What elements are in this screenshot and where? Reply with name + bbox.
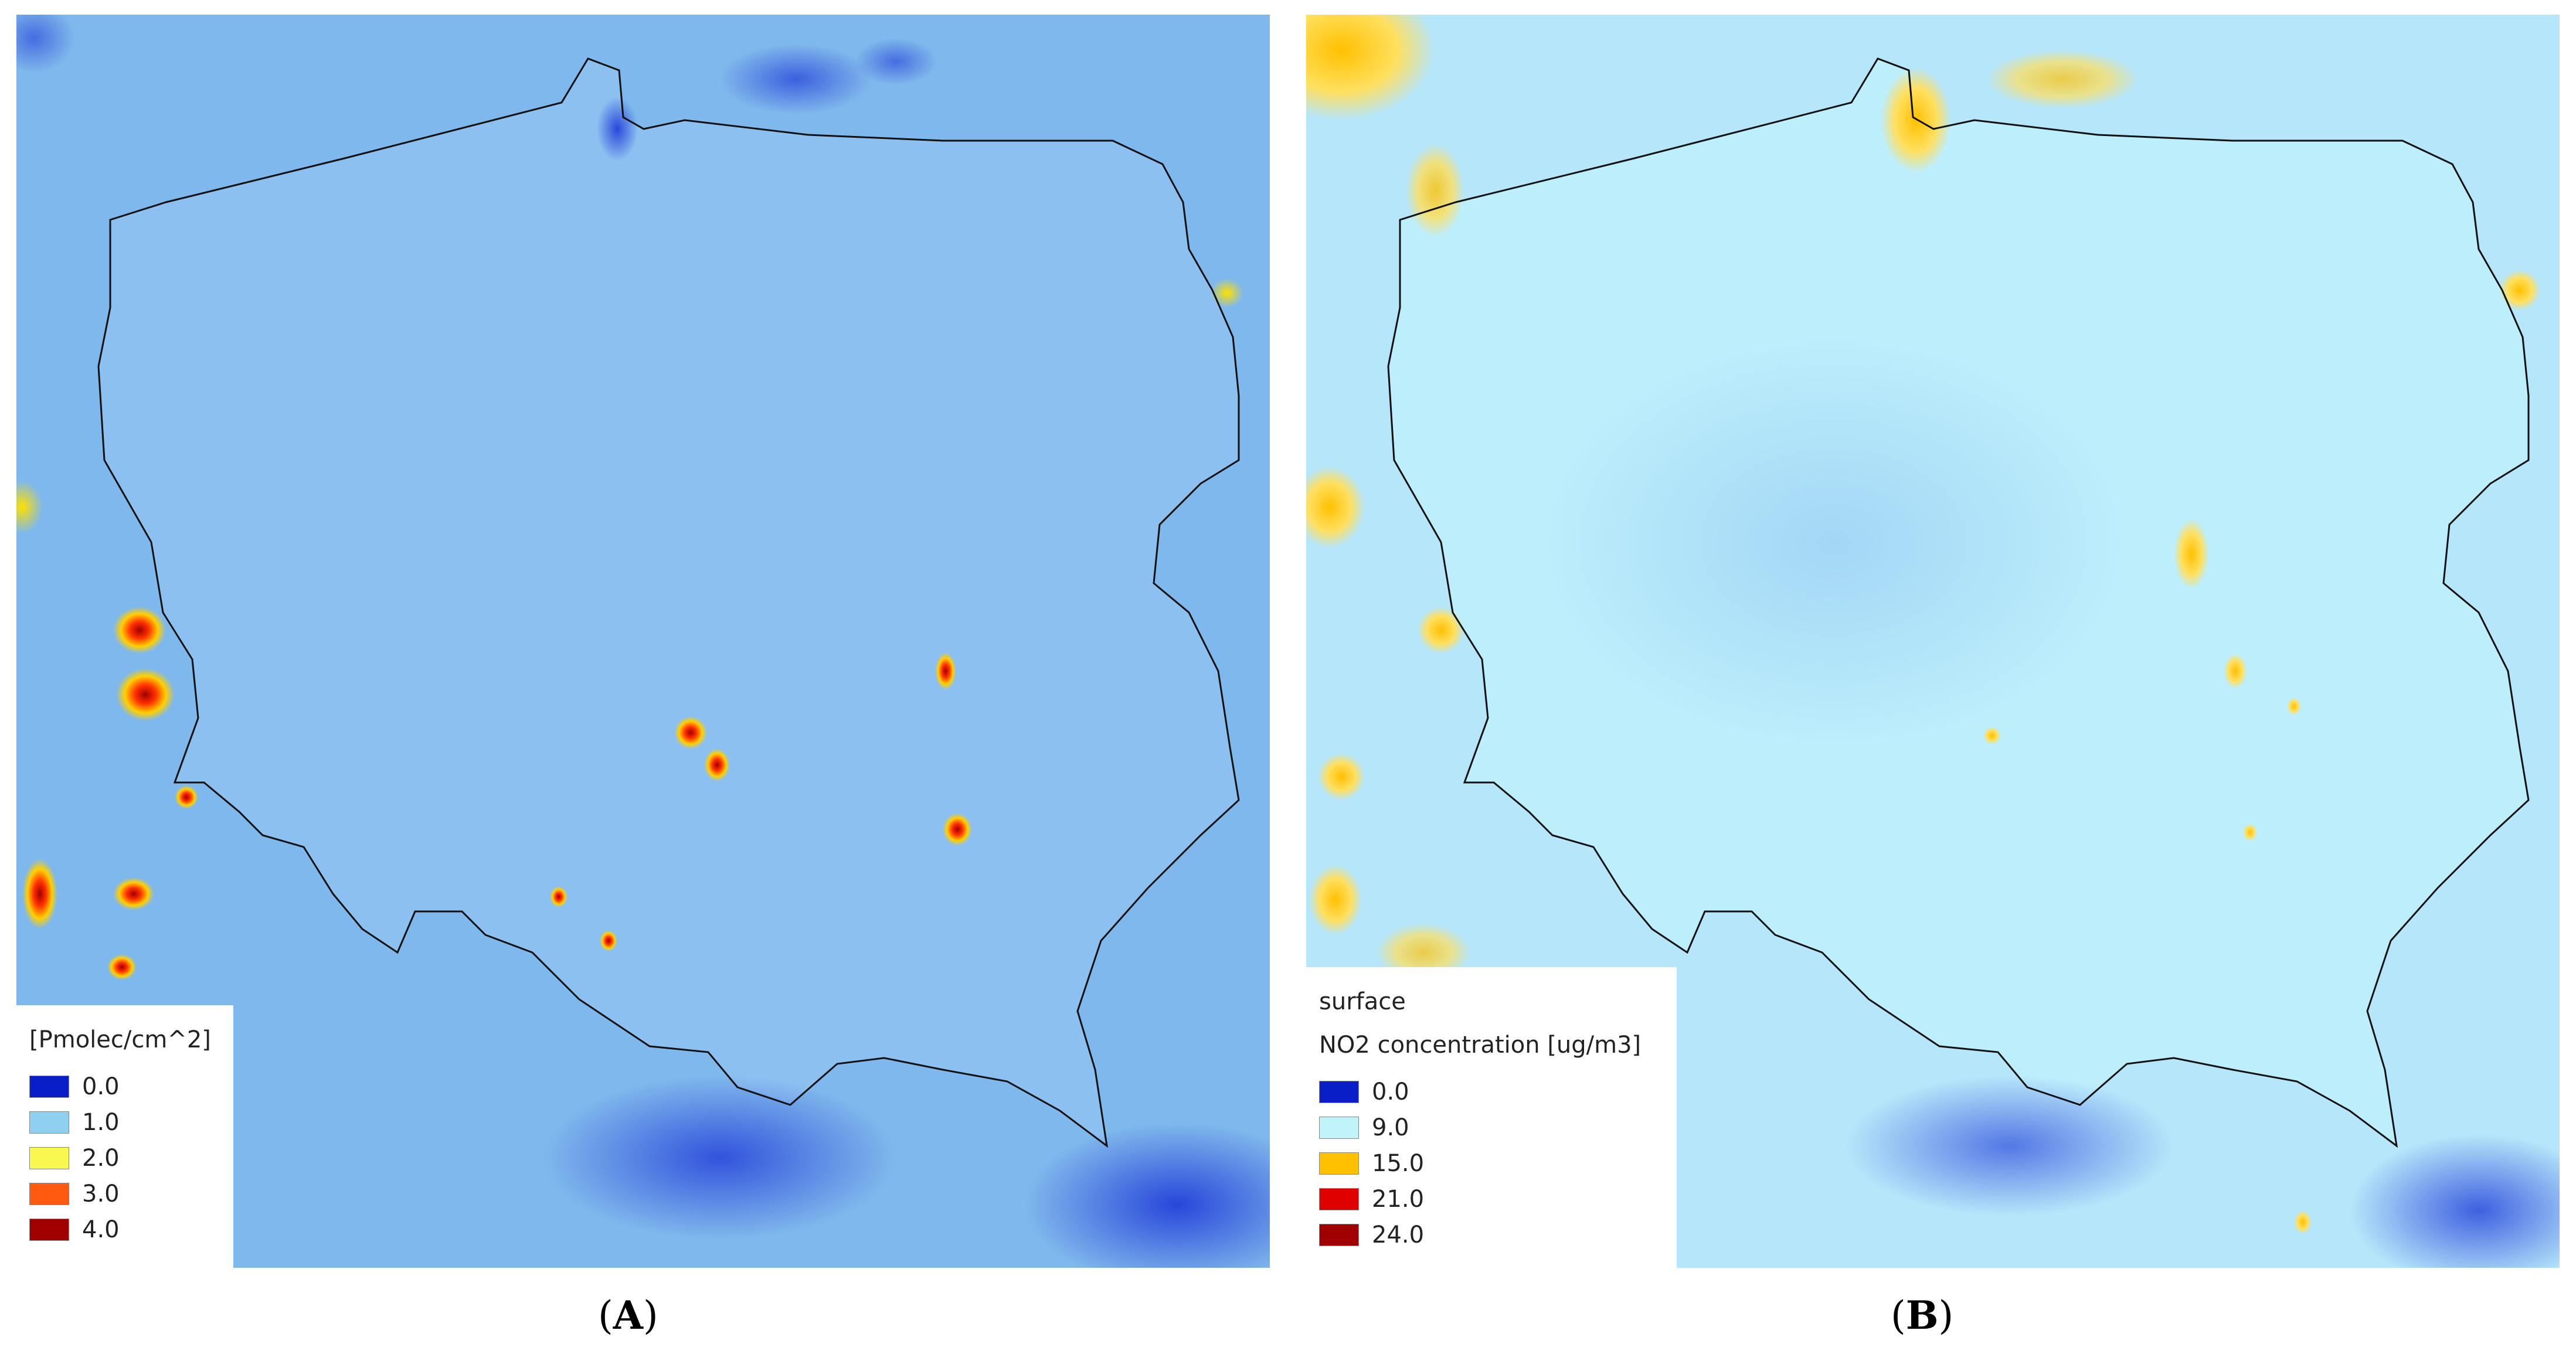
legend-value: 9.0 bbox=[1372, 1114, 1409, 1141]
legend-value: 3.0 bbox=[82, 1180, 120, 1207]
caption-b: (B) bbox=[1891, 1292, 1954, 1338]
legend-swatch bbox=[29, 1218, 69, 1241]
legend-value: 0.0 bbox=[1372, 1078, 1409, 1105]
legend-a: [Pmolec/cm^2] 0.0 1.0 2.0 3.0 4.0 bbox=[16, 1005, 233, 1268]
legend-b-item: 15.0 bbox=[1319, 1145, 1653, 1181]
poland-fill-a bbox=[98, 59, 1239, 1146]
caption-a-letter: A bbox=[613, 1292, 643, 1338]
legend-value: 15.0 bbox=[1372, 1149, 1425, 1177]
legend-swatch bbox=[29, 1146, 69, 1169]
legend-swatch bbox=[29, 1182, 69, 1205]
legend-a-item: 3.0 bbox=[29, 1176, 210, 1212]
legend-value: 2.0 bbox=[82, 1144, 120, 1172]
legend-swatch bbox=[1319, 1188, 1359, 1210]
map-panel-a: [Pmolec/cm^2] 0.0 1.0 2.0 3.0 4.0 bbox=[16, 15, 1270, 1268]
legend-value: 1.0 bbox=[82, 1108, 120, 1136]
caption-b-letter: B bbox=[1905, 1292, 1939, 1338]
legend-b-item: 0.0 bbox=[1319, 1074, 1653, 1110]
map-b-canvas bbox=[1306, 15, 2560, 1268]
legend-a-item: 4.0 bbox=[29, 1212, 210, 1247]
legend-b-item: 24.0 bbox=[1319, 1217, 1653, 1253]
caption-a: (A) bbox=[598, 1292, 658, 1338]
legend-b-subtitle: surface bbox=[1319, 988, 1406, 1015]
legend-swatch bbox=[29, 1111, 69, 1134]
legend-swatch bbox=[1319, 1080, 1359, 1103]
legend-a-title: [Pmolec/cm^2] bbox=[29, 1026, 211, 1053]
legend-swatch bbox=[29, 1075, 69, 1098]
legend-value: 24.0 bbox=[1372, 1221, 1425, 1248]
legend-a-item: 1.0 bbox=[29, 1104, 210, 1140]
legend-value: 0.0 bbox=[82, 1073, 120, 1100]
legend-b-item: 21.0 bbox=[1319, 1181, 1653, 1217]
poland-border-a bbox=[97, 57, 1240, 1148]
legend-swatch bbox=[1319, 1152, 1359, 1175]
poland-border-b bbox=[1387, 57, 2530, 1148]
legend-swatch bbox=[1319, 1223, 1359, 1246]
map-panel-b: surface NO2 concentration [ug/m3] 0.0 9.… bbox=[1306, 15, 2560, 1268]
legend-value: 4.0 bbox=[82, 1216, 120, 1243]
legend-b: surface NO2 concentration [ug/m3] 0.0 9.… bbox=[1306, 967, 1677, 1268]
legend-swatch bbox=[1319, 1116, 1359, 1139]
legend-a-item: 2.0 bbox=[29, 1140, 210, 1176]
legend-b-title: NO2 concentration [ug/m3] bbox=[1319, 1032, 1642, 1059]
legend-value: 21.0 bbox=[1372, 1185, 1425, 1213]
legend-a-item: 0.0 bbox=[29, 1069, 210, 1104]
legend-b-item: 9.0 bbox=[1319, 1110, 1653, 1145]
